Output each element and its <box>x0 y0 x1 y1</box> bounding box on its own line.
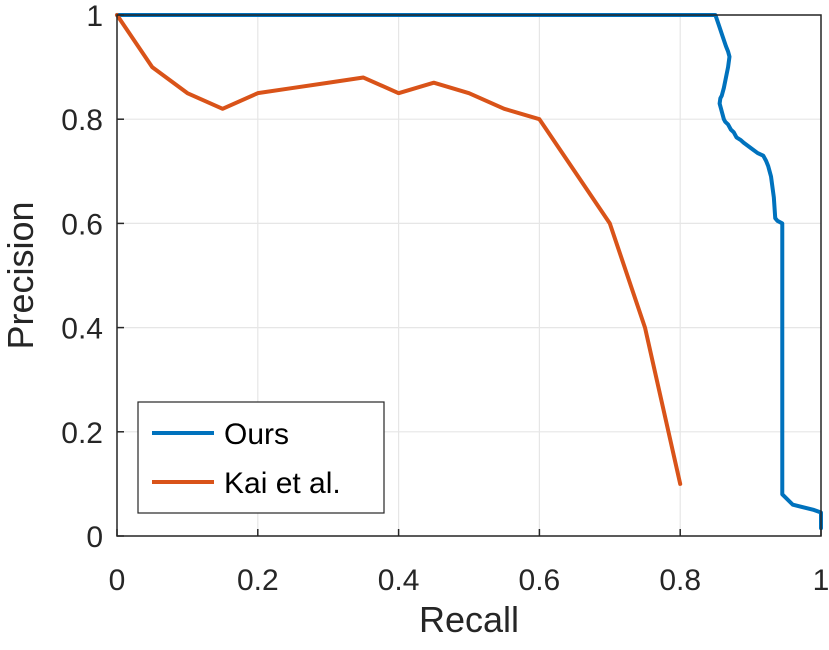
y-tick-label: 0 <box>86 521 103 554</box>
y-tick-label: 1 <box>86 0 103 33</box>
y-tick-label: 0.6 <box>61 208 103 241</box>
x-tick-label: 1 <box>813 564 829 597</box>
plot-frame <box>116 14 822 537</box>
y-axis-label: Precision <box>0 201 41 349</box>
series-line-kai-et-al <box>115 13 683 486</box>
legend-box <box>137 401 385 514</box>
x-tick-label: 0.2 <box>237 564 279 597</box>
y-tick-label: 0.8 <box>61 104 103 137</box>
legend-label: Kai et al. <box>224 467 341 500</box>
series-lines <box>115 13 823 531</box>
legend-label: Ours <box>224 418 289 451</box>
x-axis-label: Recall <box>419 599 519 640</box>
x-tick-label: 0.8 <box>659 564 701 597</box>
x-tick-label: 0.4 <box>378 564 420 597</box>
x-tick-label: 0.6 <box>519 564 561 597</box>
y-tick-label: 0.4 <box>61 313 103 346</box>
series-line-ours <box>115 13 823 531</box>
y-tick-label: 0.2 <box>61 417 103 450</box>
x-tick-label: 0 <box>109 564 126 597</box>
legend: Ours Kai et al. <box>137 401 385 514</box>
axis-ticks: 0 0.2 0.4 0.6 0.8 1 0 0.2 0.4 0.6 0.8 1 <box>61 0 829 597</box>
